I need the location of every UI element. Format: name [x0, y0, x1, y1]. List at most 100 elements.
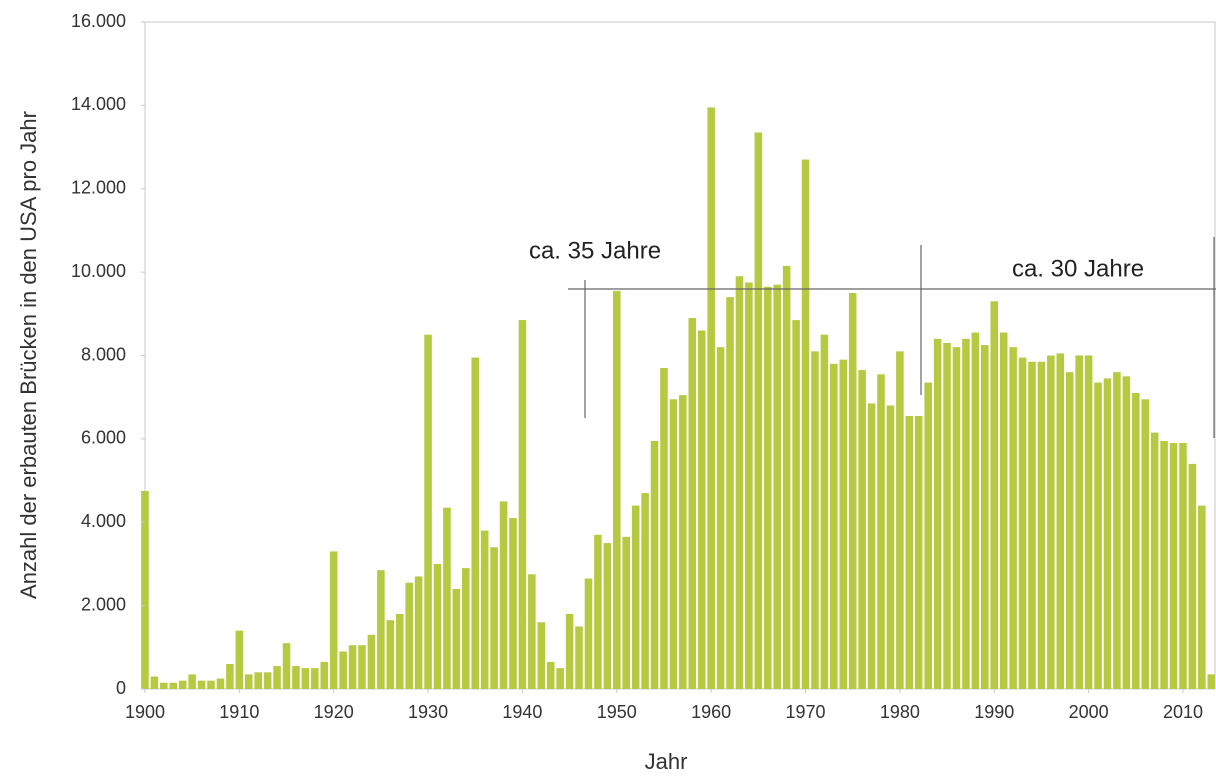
x-tick-label: 1980 — [880, 702, 920, 722]
bar — [1207, 674, 1216, 689]
bar — [1141, 399, 1150, 689]
bar — [216, 678, 225, 689]
bar — [443, 507, 451, 689]
bar — [1150, 432, 1159, 689]
bar — [480, 530, 489, 689]
bar — [613, 290, 621, 689]
bar — [830, 363, 838, 689]
bar — [273, 666, 281, 689]
y-tick-label: 10.000 — [71, 261, 126, 281]
y-tick-label: 0 — [116, 678, 126, 698]
bar — [1188, 463, 1197, 689]
y-tick-label: 4.000 — [81, 511, 126, 531]
bar — [999, 332, 1008, 689]
bar — [914, 415, 923, 689]
bar — [641, 493, 649, 689]
bar — [1094, 382, 1102, 689]
bar — [301, 668, 310, 689]
bar — [782, 265, 791, 689]
bar — [518, 320, 527, 689]
x-tick-label: 2000 — [1069, 702, 1109, 722]
y-tick-label: 14.000 — [71, 94, 126, 114]
bar — [981, 345, 989, 689]
bar — [556, 668, 564, 689]
bar — [707, 107, 715, 690]
bar — [603, 543, 612, 689]
bar — [1037, 361, 1046, 689]
bar — [1075, 355, 1083, 689]
x-tick-label: 1970 — [785, 702, 825, 722]
bar — [792, 320, 800, 689]
bar — [1198, 505, 1206, 689]
x-tick-label: 2010 — [1163, 702, 1203, 722]
bar — [235, 630, 244, 689]
bar — [282, 643, 291, 689]
y-tick-label: 6.000 — [81, 428, 126, 448]
bar — [801, 159, 810, 690]
bar — [509, 518, 517, 689]
bar — [773, 284, 781, 689]
bar — [697, 330, 706, 689]
bar — [1113, 372, 1121, 689]
bar — [141, 490, 149, 689]
bar — [462, 568, 470, 689]
bars — [141, 107, 1216, 690]
bar — [329, 551, 338, 689]
annotation: ca. 35 Jahre — [529, 237, 661, 264]
bar — [858, 370, 866, 689]
bar — [896, 351, 904, 689]
bar — [1009, 347, 1017, 689]
bar — [877, 374, 885, 689]
bar — [395, 613, 404, 689]
bar — [339, 651, 347, 689]
bar — [1179, 443, 1187, 689]
bar — [565, 613, 574, 689]
bar — [716, 347, 725, 689]
bar — [499, 501, 508, 689]
bar — [962, 338, 970, 689]
bar — [1056, 353, 1065, 689]
bar — [471, 357, 480, 689]
bar — [631, 505, 640, 689]
bar — [358, 645, 366, 689]
bar — [745, 282, 753, 689]
bar — [263, 672, 272, 689]
x-axis-title: Jahr — [645, 749, 688, 774]
bar — [320, 661, 329, 689]
y-tick-label: 12.000 — [71, 178, 126, 198]
x-tick-label: 1940 — [502, 702, 542, 722]
bar — [414, 576, 423, 689]
y-tick-label: 8.000 — [81, 344, 126, 364]
bar — [763, 286, 772, 689]
bar — [1169, 443, 1178, 689]
bar — [244, 674, 253, 689]
bar — [660, 368, 668, 689]
bar — [178, 680, 187, 689]
y-axis-title: Anzahl der erbauten Brücken in den USA p… — [16, 111, 41, 599]
bar — [490, 547, 498, 689]
bar — [386, 620, 395, 689]
bar — [405, 582, 413, 689]
bar — [575, 626, 583, 689]
bar — [1103, 378, 1112, 689]
bar — [207, 680, 215, 689]
bar — [688, 317, 697, 689]
bar — [433, 563, 442, 689]
bar — [160, 682, 168, 689]
bar — [650, 440, 659, 689]
bar — [169, 682, 178, 689]
bar — [622, 536, 630, 689]
bar — [594, 534, 602, 689]
bar — [424, 334, 432, 689]
bar — [1028, 361, 1036, 689]
bar — [867, 403, 876, 689]
bar — [726, 297, 734, 689]
bar — [584, 578, 593, 689]
bar — [886, 405, 895, 689]
bar — [188, 674, 196, 689]
bar — [933, 338, 942, 689]
bar — [924, 382, 932, 689]
bar — [735, 276, 744, 689]
bar — [839, 359, 848, 689]
bar — [1018, 357, 1027, 689]
